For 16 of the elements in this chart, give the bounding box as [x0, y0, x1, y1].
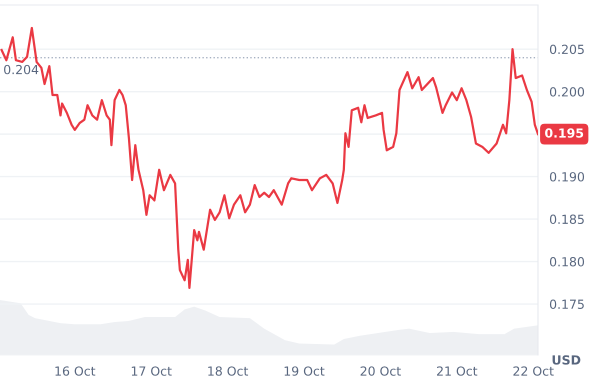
x-tick-label: 19 Oct: [284, 366, 324, 376]
x-tick-label: 20 Oct: [360, 366, 401, 376]
y-tick-label: 0.190: [550, 172, 584, 182]
annotation: 0.195: [545, 128, 584, 138]
y-axis-title: USD: [552, 355, 580, 365]
y-tick-label: 0.175: [550, 300, 584, 309]
x-tick-label: 16 Oct: [55, 366, 96, 376]
x-tick-label: 22 Oct: [513, 366, 554, 376]
x-tick-label: 18 Oct: [208, 366, 248, 376]
y-tick-label: 0.200: [550, 87, 584, 97]
ref-line-label: 0.204: [4, 64, 38, 74]
y-tick-label: 0.205: [550, 44, 584, 54]
y-tick-label: 0.180: [550, 257, 584, 266]
x-tick-label: 21 Oct: [436, 366, 478, 376]
x-tick-label: 17 Oct: [132, 366, 172, 376]
y-tick-label: 0.185: [550, 214, 584, 224]
